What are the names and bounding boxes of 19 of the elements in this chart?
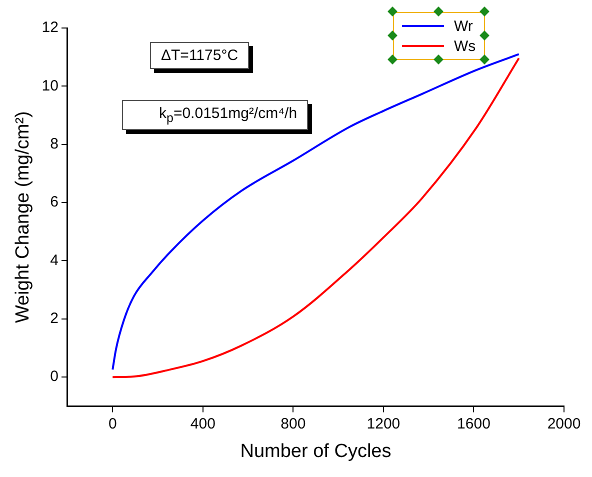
y-tick-label: 0: [50, 368, 58, 386]
x-axis-title: Number of Cycles: [240, 440, 392, 462]
x-tick-label: 0: [108, 415, 117, 432]
y-axis-title: Weight Change (mg/cm²): [12, 111, 34, 324]
annotation: k$_{p}$=0.0151mg²/cm⁴/h: [122, 100, 308, 130]
y-tick-label: 2: [50, 310, 58, 328]
y-tick-label: 10: [42, 77, 58, 94]
y-tick-label: 4: [50, 252, 58, 269]
y-tick-label: 6: [50, 194, 58, 211]
annotation: ΔT=1175°C: [150, 42, 250, 69]
y-tick-label: 8: [50, 136, 58, 153]
x-tick-label: 400: [190, 415, 216, 432]
legend-label: Ws: [454, 38, 476, 54]
x-tick-label: 2000: [547, 415, 581, 432]
x-tick-label: 1600: [457, 415, 490, 432]
x-tick-label: 800: [280, 415, 306, 432]
legend-label: Wr: [454, 18, 473, 34]
y-tick-label: 12: [42, 19, 58, 36]
x-tick-label: 1200: [366, 415, 400, 432]
